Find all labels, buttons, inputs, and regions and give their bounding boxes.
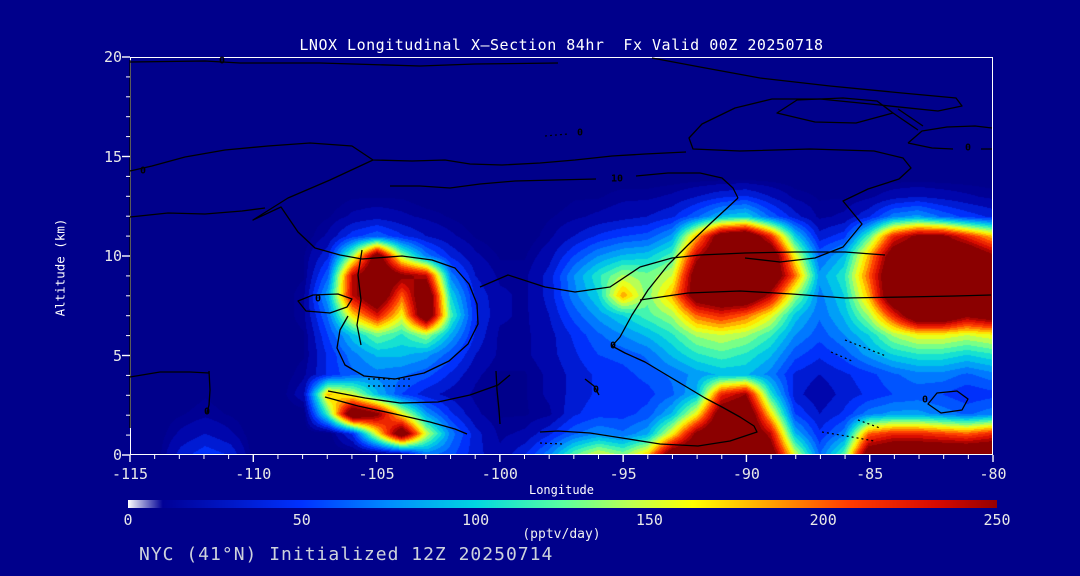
contour-value-label: 0 — [592, 384, 600, 396]
x-axis-label: Longitude — [528, 483, 595, 497]
x-tick-label: -115 — [111, 465, 149, 483]
x-tick-label: -105 — [358, 465, 395, 483]
x-tick-label: -80 — [979, 465, 1007, 483]
colorbar-tick-label: 250 — [983, 511, 1011, 529]
contour-value-label: 0 — [203, 406, 211, 418]
x-tick-label: -110 — [235, 465, 272, 483]
x-tick-label: -85 — [856, 465, 884, 483]
colorbar-tick-label: 150 — [635, 511, 663, 529]
contour-value-label: 0 — [139, 165, 147, 177]
y-tick-label: 5 — [112, 346, 122, 365]
y-tick-label: 15 — [103, 147, 122, 166]
x-tick-label: -100 — [481, 465, 518, 483]
x-tick-label: -90 — [732, 465, 760, 483]
contour-value-label: 0 — [964, 142, 972, 154]
colorbar-units-label: (pptv/day) — [522, 527, 601, 542]
plot-title: LNOX Longitudinal X—Section 84hr Fx Vali… — [299, 36, 824, 54]
colorbar-tick-label: 200 — [809, 511, 837, 529]
x-tick-label: -95 — [609, 465, 637, 483]
colorbar-tick-label: 50 — [292, 511, 311, 529]
y-tick-label: 20 — [103, 48, 122, 66]
colorbar-tick-label: 0 — [123, 511, 133, 529]
colorbar-tick-label: 100 — [462, 511, 490, 529]
contour-value-label: 0 — [314, 293, 322, 305]
plot-frame — [130, 57, 993, 455]
y-axis-label: Altitude (km) — [52, 218, 68, 317]
contour-value-label: 0 — [609, 340, 617, 352]
y-tick-label: 0 — [112, 446, 122, 464]
y-tick-label: 10 — [103, 247, 122, 265]
colorbar — [128, 500, 997, 508]
contour-value-label: 0 — [576, 127, 584, 139]
contour-value-label: 0 — [921, 394, 929, 406]
footer-annotation: NYC (41°N) Initialized 12Z 20250714 — [139, 544, 554, 565]
contour-value-label: 0 — [218, 55, 226, 67]
contour-value-label: 10 — [610, 173, 624, 185]
